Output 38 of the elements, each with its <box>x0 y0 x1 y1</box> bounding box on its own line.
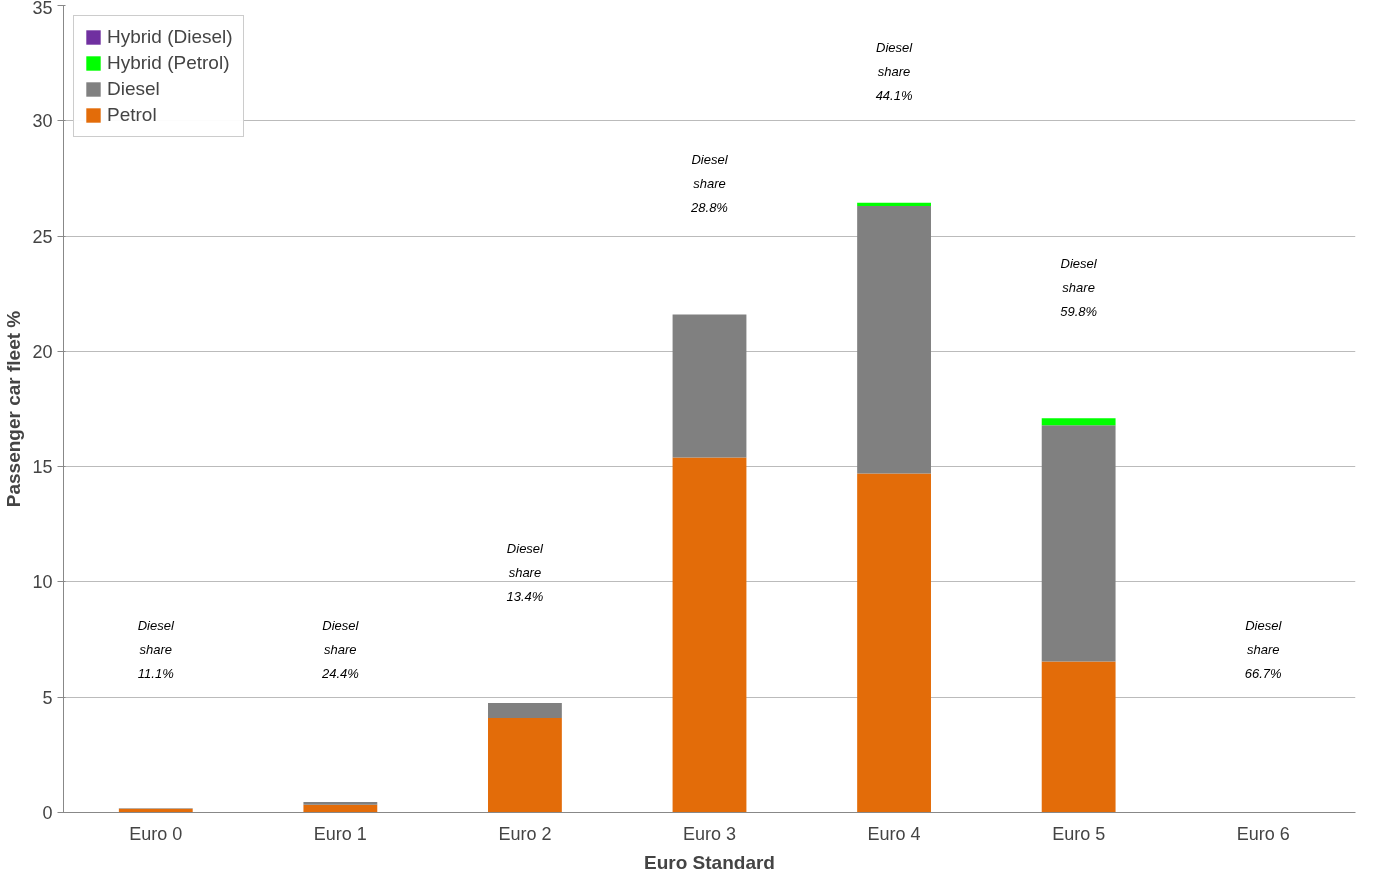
y-tick-label: 20 <box>32 341 53 362</box>
bar <box>303 802 378 805</box>
x-tick-label: Euro 6 <box>1236 823 1290 844</box>
annotation: Diesel share 66.7% <box>1244 618 1283 682</box>
bar <box>857 473 931 813</box>
bar <box>1041 661 1116 813</box>
y-tick-label: 30 <box>32 111 53 132</box>
annotation: Diesel share 59.8% <box>1060 256 1098 320</box>
y-tick-label: 5 <box>42 687 53 708</box>
bar <box>488 717 562 813</box>
x-tick-label: Euro 1 <box>313 823 367 844</box>
y-tick-label: 25 <box>32 226 53 247</box>
x-tick-label: Euro 5 <box>1052 823 1106 844</box>
legend-label: Diesel <box>107 78 160 100</box>
y-tick-label: 0 <box>42 803 53 823</box>
annotation: Diesel share 24.4% <box>320 618 360 682</box>
x-axis-title: Euro Standard <box>644 851 775 873</box>
x-tick-label: Euro 2 <box>498 823 552 844</box>
bar <box>672 314 747 458</box>
bar <box>672 457 747 813</box>
annotation: Diesel share 11.1% <box>137 618 175 682</box>
y-tick-label: 10 <box>32 572 53 593</box>
legend-label: Petrol <box>107 104 157 126</box>
annotation: Diesel share 13.4% <box>506 540 545 604</box>
y-tick-label: 15 <box>32 457 53 478</box>
bar <box>1041 425 1116 662</box>
legend-label: Hybrid (Petrol) <box>107 52 230 74</box>
bar <box>488 702 562 718</box>
legend-label: Hybrid (Diesel) <box>107 26 233 48</box>
y-axis-title: Passenger car fleet % <box>3 310 25 508</box>
annotation: Diesel share 44.1% <box>875 40 914 104</box>
bar <box>1041 418 1116 426</box>
x-tick-label: Euro 4 <box>867 823 921 844</box>
y-tick-label: 35 <box>32 0 53 18</box>
annotation: Diesel share 28.8% <box>690 152 729 216</box>
x-tick-label: Euro 3 <box>682 823 737 844</box>
bar <box>857 206 931 474</box>
x-tick-label: Euro 0 <box>129 823 183 844</box>
